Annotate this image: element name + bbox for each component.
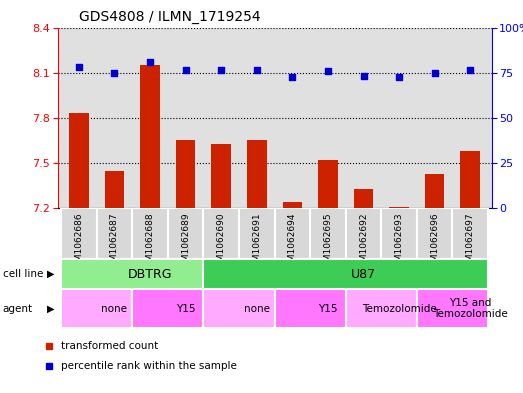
Bar bbox=[176, 140, 196, 208]
Point bbox=[324, 68, 332, 74]
Text: Y15: Y15 bbox=[318, 303, 338, 314]
Point bbox=[466, 66, 474, 73]
Text: transformed count: transformed count bbox=[61, 341, 158, 351]
Bar bbox=[381, 208, 417, 259]
Bar bbox=[346, 208, 381, 259]
Bar bbox=[105, 171, 124, 208]
Text: GSM1062690: GSM1062690 bbox=[217, 212, 226, 273]
Point bbox=[430, 70, 439, 76]
Text: percentile rank within the sample: percentile rank within the sample bbox=[61, 361, 236, 371]
Text: U87: U87 bbox=[351, 268, 376, 281]
Bar bbox=[346, 289, 417, 328]
Text: ▶: ▶ bbox=[48, 269, 55, 279]
Bar bbox=[168, 208, 203, 259]
Bar bbox=[140, 65, 160, 208]
Bar bbox=[460, 151, 480, 208]
Text: ▶: ▶ bbox=[48, 303, 55, 314]
Bar bbox=[425, 174, 445, 208]
Bar bbox=[247, 140, 267, 208]
Point bbox=[110, 70, 119, 76]
Text: GSM1062688: GSM1062688 bbox=[145, 212, 154, 273]
Bar bbox=[275, 289, 346, 328]
Bar bbox=[61, 259, 203, 289]
Text: GSM1062696: GSM1062696 bbox=[430, 212, 439, 273]
Bar bbox=[452, 208, 488, 259]
Point bbox=[181, 66, 190, 73]
Point bbox=[75, 64, 83, 70]
Text: DBTRG: DBTRG bbox=[128, 268, 172, 281]
Bar bbox=[132, 289, 203, 328]
Point bbox=[146, 59, 154, 65]
Bar bbox=[318, 160, 338, 208]
Text: GSM1062692: GSM1062692 bbox=[359, 212, 368, 273]
Bar bbox=[310, 208, 346, 259]
Bar bbox=[239, 208, 275, 259]
Point bbox=[359, 73, 368, 79]
Bar bbox=[69, 113, 89, 208]
Point bbox=[253, 66, 261, 73]
Point bbox=[395, 74, 403, 81]
Bar bbox=[203, 289, 275, 328]
Text: Y15 and
Temozolomide: Y15 and Temozolomide bbox=[433, 298, 508, 319]
Bar bbox=[61, 208, 97, 259]
Text: agent: agent bbox=[3, 303, 33, 314]
Bar bbox=[282, 202, 302, 208]
Bar bbox=[275, 208, 310, 259]
Text: Y15: Y15 bbox=[176, 303, 196, 314]
Point bbox=[217, 66, 225, 73]
Point bbox=[288, 74, 297, 81]
Text: GSM1062689: GSM1062689 bbox=[181, 212, 190, 273]
Text: GSM1062693: GSM1062693 bbox=[395, 212, 404, 273]
Text: GSM1062694: GSM1062694 bbox=[288, 212, 297, 273]
Text: GSM1062695: GSM1062695 bbox=[323, 212, 333, 273]
Text: none: none bbox=[101, 303, 128, 314]
Bar bbox=[417, 208, 452, 259]
Bar bbox=[203, 259, 488, 289]
Text: Temozolomide: Temozolomide bbox=[362, 303, 437, 314]
Bar bbox=[61, 289, 132, 328]
Text: none: none bbox=[244, 303, 270, 314]
Text: GDS4808 / ILMN_1719254: GDS4808 / ILMN_1719254 bbox=[79, 10, 261, 24]
Text: GSM1062686: GSM1062686 bbox=[74, 212, 83, 273]
Bar bbox=[389, 207, 409, 208]
Bar bbox=[132, 208, 168, 259]
Bar bbox=[97, 208, 132, 259]
Bar bbox=[417, 289, 488, 328]
Text: GSM1062697: GSM1062697 bbox=[466, 212, 475, 273]
Bar bbox=[354, 189, 373, 208]
Text: GSM1062687: GSM1062687 bbox=[110, 212, 119, 273]
Bar bbox=[203, 208, 239, 259]
Bar bbox=[211, 143, 231, 208]
Text: GSM1062691: GSM1062691 bbox=[252, 212, 262, 273]
Text: cell line: cell line bbox=[3, 269, 43, 279]
